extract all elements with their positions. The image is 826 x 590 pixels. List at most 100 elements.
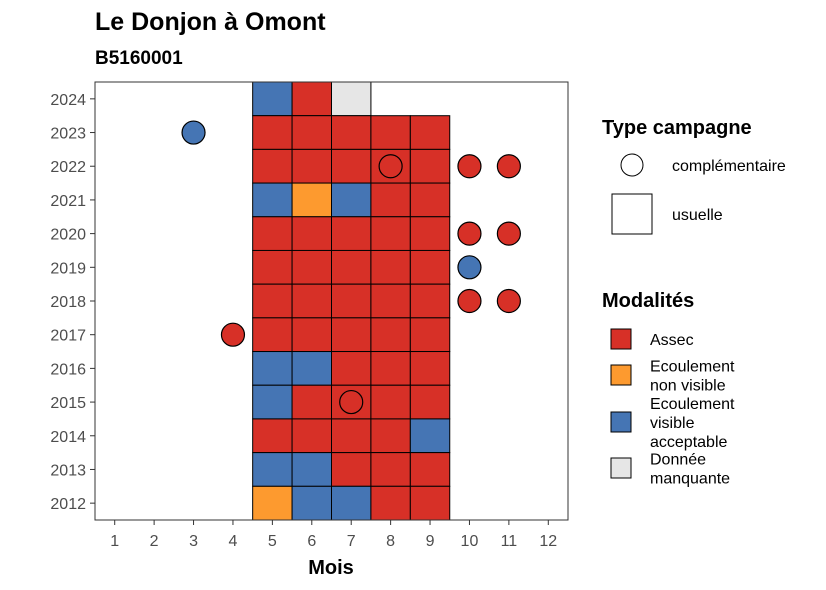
tile-2014-8 <box>370 418 411 454</box>
tile-2014-5 <box>252 418 293 454</box>
legend-fill-label: non visible <box>650 378 726 395</box>
tile-2014-6 <box>291 418 333 454</box>
y-tick-label: 2020 <box>50 227 86 244</box>
x-tick-label: 11 <box>501 533 518 550</box>
y-tick-label: 2017 <box>50 328 86 345</box>
tile-2013-6 <box>291 452 333 487</box>
tile-2016-6 <box>291 351 333 386</box>
tile-2021-7 <box>331 182 372 218</box>
complementaire-points <box>181 120 521 415</box>
point-2018-10 <box>457 288 482 314</box>
tile-2012-9 <box>409 485 451 521</box>
y-tick-label: 2016 <box>50 361 86 378</box>
point-2022-11 <box>496 154 521 179</box>
tile-2021-8 <box>370 182 411 218</box>
x-tick-label: 2 <box>150 533 159 550</box>
x-axis-title: Mois <box>308 557 354 579</box>
tile-2021-6 <box>291 182 333 218</box>
tile-2022-7 <box>331 148 372 184</box>
point-2020-11 <box>496 221 521 246</box>
legend-square-swatch <box>611 193 653 235</box>
y-tick-label: 2024 <box>50 92 86 109</box>
tile-2014-9 <box>409 418 451 454</box>
legend-shape-title: Type campagne <box>602 117 752 139</box>
tile-2022-9 <box>409 148 451 184</box>
tile-2019-7 <box>331 249 372 285</box>
y-tick-label: 2019 <box>50 260 86 277</box>
legend-fill-label: Assec <box>650 332 694 349</box>
tile-2023-9 <box>409 115 451 150</box>
tile-2013-5 <box>252 452 293 487</box>
legend-fill-swatch <box>610 364 632 386</box>
legend-fill-label: Ecoulement <box>650 359 735 376</box>
y-tick-label: 2023 <box>50 126 86 143</box>
tile-2022-5 <box>252 148 293 184</box>
legend-fill-label: Donnée <box>650 452 706 469</box>
tile-2020-9 <box>409 216 451 251</box>
tile-2020-5 <box>252 216 293 251</box>
x-tick-label: 6 <box>307 533 316 550</box>
legend-circle-swatch <box>620 153 644 177</box>
tile-2023-5 <box>252 115 293 150</box>
chart-subtitle: B5160001 <box>95 48 183 69</box>
tile-2022-6 <box>291 148 333 184</box>
tile-2020-7 <box>331 216 372 251</box>
legend-fill-label: manquante <box>650 471 730 488</box>
usuelle-tiles <box>252 81 451 521</box>
x-tick-label: 7 <box>347 533 356 550</box>
tile-2017-8 <box>370 317 411 353</box>
y-tick-label: 2014 <box>50 429 86 446</box>
y-axis: 2012 2013 2014 2015 2016 2017 2018 2019 2020 2021… <box>50 92 95 513</box>
tile-2012-7 <box>331 485 372 521</box>
x-tick-label: 12 <box>539 533 557 550</box>
tile-2017-9 <box>409 317 451 353</box>
tile-2016-5 <box>252 351 293 386</box>
tile-2013-7 <box>331 452 372 487</box>
legend-fill-label: Ecoulement <box>650 396 735 413</box>
legend-fill-swatch <box>610 457 632 479</box>
tile-2021-9 <box>409 182 451 218</box>
tile-2012-8 <box>370 485 411 521</box>
tile-2016-9 <box>409 351 451 386</box>
tile-2013-9 <box>409 452 451 487</box>
tile-2021-5 <box>252 182 293 218</box>
tile-2020-8 <box>370 216 411 251</box>
tile-2018-7 <box>331 283 372 319</box>
point-2023-3 <box>181 120 206 145</box>
point-2019-10 <box>457 255 482 280</box>
y-tick-label: 2013 <box>50 462 86 479</box>
tile-2017-7 <box>331 317 372 353</box>
point-2022-8 <box>378 154 403 179</box>
tile-2024-6 <box>291 81 333 117</box>
x-tick-label: 8 <box>386 533 395 550</box>
tile-2017-6 <box>291 317 333 353</box>
legend-shape-label-usuelle: usuelle <box>672 207 723 224</box>
tile-2024-5 <box>252 81 293 117</box>
tile-2019-8 <box>370 249 411 285</box>
tile-2019-6 <box>291 249 333 285</box>
y-tick-label: 2015 <box>50 395 86 412</box>
point-2020-10 <box>457 221 482 246</box>
x-axis: 1 2 3 4 5 6 7 8 9 10 11 12 <box>110 520 557 550</box>
legend-shape-label-complementaire: complémentaire <box>672 158 786 175</box>
x-tick-label: 10 <box>461 533 479 550</box>
tile-2018-6 <box>291 283 333 319</box>
point-2018-11 <box>496 288 521 314</box>
tile-2016-8 <box>370 351 411 386</box>
chart-title: Le Donjon à Omont <box>95 8 326 36</box>
x-tick-label: 1 <box>110 533 119 550</box>
tile-2023-7 <box>331 115 372 150</box>
y-tick-label: 2012 <box>50 496 86 513</box>
x-tick-label: 9 <box>426 533 435 550</box>
tile-2015-9 <box>409 384 451 420</box>
tile-2017-5 <box>252 317 293 353</box>
x-tick-label: 4 <box>229 533 238 550</box>
tile-2020-6 <box>291 216 333 251</box>
point-2022-10 <box>457 154 482 179</box>
y-tick-label: 2022 <box>50 159 86 176</box>
tile-2019-5 <box>252 249 293 285</box>
tile-2012-6 <box>291 485 333 521</box>
tile-2015-6 <box>291 384 333 420</box>
tile-2018-8 <box>370 283 411 319</box>
